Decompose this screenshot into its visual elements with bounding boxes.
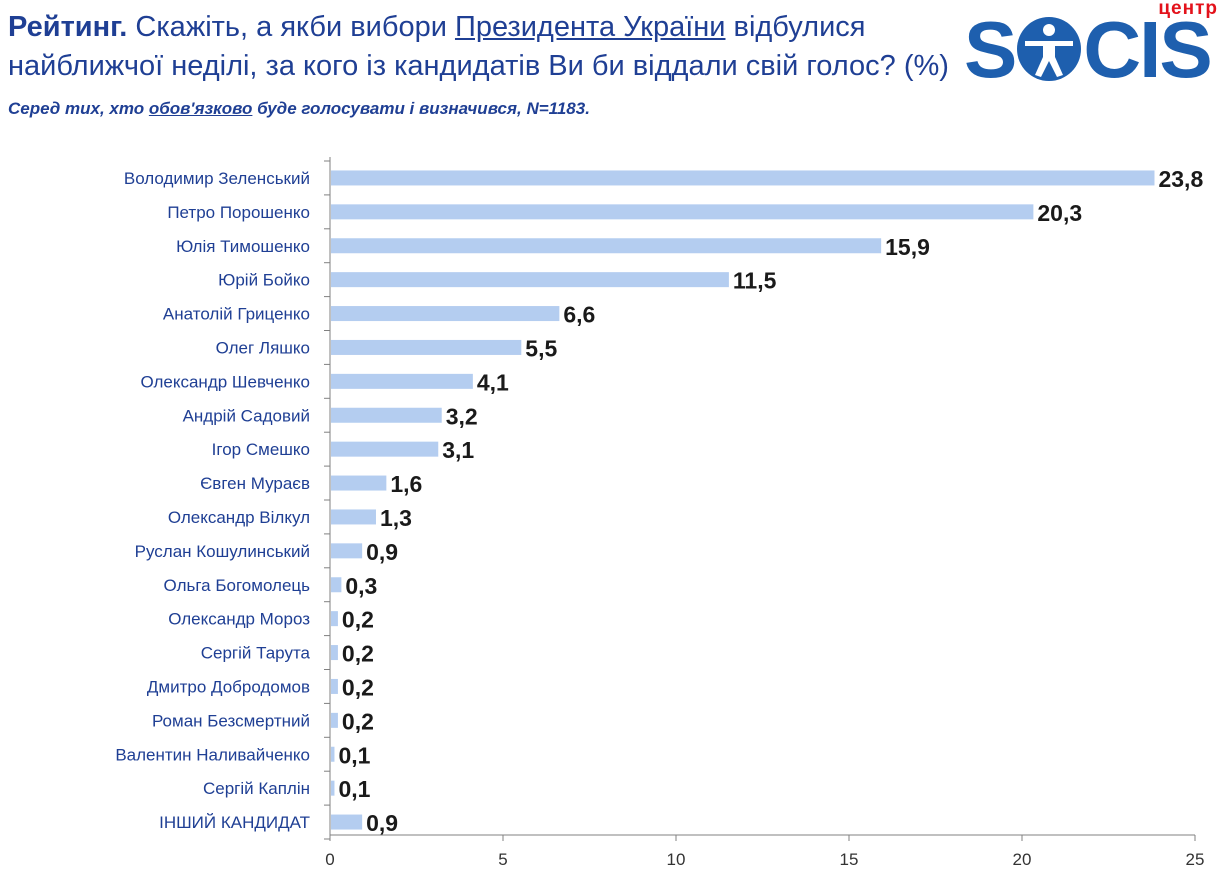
category-label: Олександр Вілкул [168,508,310,527]
value-label: 3,2 [446,403,478,429]
chart-title: Рейтинг. Скажіть, а якби вибори Президен… [8,8,968,128]
value-label: 0,9 [366,539,398,565]
bar [331,543,363,559]
value-label: 11,5 [733,268,777,294]
category-label: Петро Порошенко [167,203,310,222]
bar [331,611,338,627]
value-label: 1,6 [390,471,422,497]
logo-letter-s: S [964,5,1017,94]
bar [331,441,439,457]
category-label: ІНШИЙ КАНДИДАТ [159,813,310,832]
title-note-part1: Серед тих, хто [8,99,149,118]
title-note-part2: буде голосувати і визначився, N=1183. [252,99,590,118]
bar [331,306,560,322]
value-label: 6,6 [563,302,595,328]
title-note-underlined: обов'язково [148,99,253,118]
category-label: Олександр Шевченко [140,372,310,391]
category-label: Анатолій Гриценко [163,305,310,324]
category-label: Євген Мураєв [200,474,310,493]
bar [331,712,338,728]
category-label: Володимир Зеленський [124,169,310,188]
value-label: 23,8 [1158,166,1203,192]
category-label: Юрій Бойко [218,271,310,290]
bar [331,814,363,830]
value-label: 0,2 [342,607,374,633]
x-tick-label: 10 [667,850,686,869]
bar [331,780,335,796]
socis-logo: центр S CIS [962,0,1226,94]
category-label: Ольга Богомолець [164,576,311,595]
bar [331,204,1034,220]
bar [331,272,729,288]
value-label: 0,1 [338,742,370,768]
title-question-part2: відбулися найближчої неділі, за кого із … [8,11,949,82]
category-label: Ігор Смешко [212,440,310,459]
value-label: 0,3 [345,573,377,599]
category-label: Андрій Садовий [183,406,310,425]
logo-letters-cis: CIS [1083,5,1212,94]
title-question-part1: Скажіть, а якби вибори [127,11,455,43]
logo-figure-icon [1017,17,1082,81]
bar [331,238,882,254]
bar [331,678,338,694]
category-label: Сергій Тарута [201,644,311,663]
value-label: 0,2 [342,674,374,700]
bar [331,475,387,491]
x-tick-label: 20 [1013,850,1032,869]
bar [331,373,473,389]
title-note: Серед тих, хто обов'язково буде голосува… [8,99,590,118]
category-label: Олександр Мороз [168,610,310,629]
value-label: 1,3 [380,505,412,531]
category-label: Роман Безсмертний [152,711,310,730]
value-label: 20,3 [1037,200,1082,226]
logo-wordmark: S CIS [964,4,1213,96]
value-label: 0,2 [342,641,374,667]
bar [331,170,1155,186]
category-label: Руслан Кошулинський [135,542,310,561]
x-tick-label: 5 [498,850,507,869]
value-label: 4,1 [477,369,509,395]
bar [331,746,335,762]
value-label: 15,9 [885,234,930,260]
value-label: 5,5 [525,335,557,361]
category-label: Дмитро Добродомов [147,677,310,696]
bar [331,339,522,355]
x-tick-label: 0 [325,850,334,869]
chart-header: Рейтинг. Скажіть, а якби вибори Президен… [8,8,968,128]
bar [331,645,338,661]
category-label: Юлія Тимошенко [176,237,310,256]
bar [331,509,376,525]
x-tick-label: 25 [1186,850,1205,869]
category-label: Валентин Наливайченко [115,745,310,764]
bar [331,407,442,423]
title-lead: Рейтинг. [8,11,128,43]
category-label: Олег Ляшко [216,338,310,357]
bar [331,577,342,593]
value-label: 0,2 [342,708,374,734]
value-label: 3,1 [442,437,474,463]
value-label: 0,1 [338,776,370,802]
logo-tag: центр [1158,0,1218,19]
x-tick-label: 15 [840,850,859,869]
category-label: Сергій Каплін [203,779,310,798]
title-question-underlined: Президента України [454,11,726,43]
value-label: 0,9 [366,810,398,836]
